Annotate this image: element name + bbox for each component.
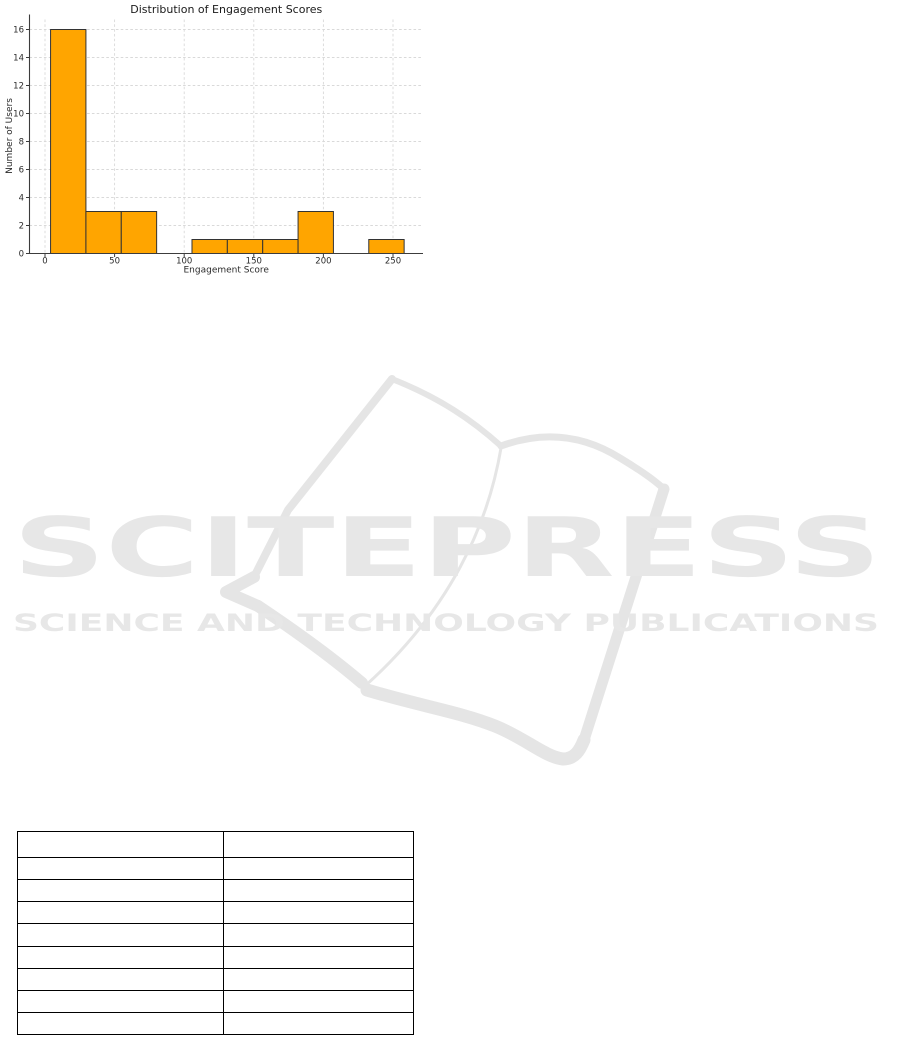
table-cell bbox=[17, 989, 224, 1014]
svg-text:Number of Users: Number of Users bbox=[5, 98, 15, 174]
svg-text:150: 150 bbox=[246, 257, 262, 267]
table-row bbox=[17, 901, 414, 925]
table-cell bbox=[223, 967, 414, 991]
histogram-bar bbox=[368, 239, 405, 254]
svg-text:0: 0 bbox=[42, 257, 47, 267]
svg-text:100: 100 bbox=[176, 257, 192, 267]
watermark-subtitle: SCIENCE AND TECHNOLOGY PUBLICATIONS bbox=[13, 609, 879, 637]
svg-text:0: 0 bbox=[19, 250, 24, 260]
table-cell bbox=[17, 856, 224, 880]
table-row bbox=[17, 923, 414, 947]
table-row bbox=[17, 989, 414, 1014]
svg-text:Distribution of Engagement Sco: Distribution of Engagement Scores bbox=[130, 3, 322, 16]
table-cell bbox=[223, 901, 414, 925]
table-cell bbox=[223, 1012, 414, 1036]
histogram-bar bbox=[262, 239, 299, 254]
table-cell bbox=[17, 878, 224, 903]
svg-text:12: 12 bbox=[13, 82, 24, 92]
histogram-bar bbox=[50, 29, 87, 254]
table-row bbox=[17, 967, 414, 991]
watermark-title: SCITEPRESS bbox=[13, 501, 881, 596]
engagement-score-histogram: 0 50 100 150 200 250 0 2 4 6 8 10 12 14 16 Distribution… bbox=[5, 3, 423, 276]
table-row bbox=[17, 945, 414, 969]
svg-text:14: 14 bbox=[13, 54, 24, 64]
svg-text:2: 2 bbox=[19, 222, 24, 232]
table-cell bbox=[17, 831, 224, 858]
svg-text:6: 6 bbox=[19, 166, 24, 176]
table-row bbox=[17, 856, 414, 880]
table-cell bbox=[223, 989, 414, 1014]
table-cell bbox=[17, 901, 224, 925]
svg-text:4: 4 bbox=[19, 194, 24, 204]
table-row bbox=[17, 878, 414, 903]
table-row bbox=[17, 1012, 414, 1036]
table-cell bbox=[223, 923, 414, 947]
table-cell bbox=[223, 856, 414, 880]
svg-text:16: 16 bbox=[13, 26, 24, 36]
table-row bbox=[17, 831, 414, 858]
open-book-icon bbox=[220, 375, 670, 766]
svg-text:50: 50 bbox=[109, 257, 120, 267]
histogram-bar bbox=[120, 211, 158, 254]
table-cell bbox=[17, 945, 224, 969]
table-cell bbox=[17, 1012, 224, 1036]
svg-text:8: 8 bbox=[19, 138, 24, 148]
histogram-bar bbox=[85, 211, 122, 254]
histogram-bar bbox=[297, 211, 334, 254]
svg-text:10: 10 bbox=[13, 110, 24, 120]
svg-text:250: 250 bbox=[385, 257, 401, 267]
svg-text:Engagement Score: Engagement Score bbox=[184, 266, 270, 276]
results-table bbox=[17, 831, 414, 1036]
svg-text:200: 200 bbox=[315, 257, 331, 267]
table-cell bbox=[223, 831, 414, 858]
results-table-body bbox=[17, 831, 414, 1036]
histogram-bar bbox=[191, 239, 228, 254]
histogram-bar bbox=[226, 239, 264, 254]
table-cell bbox=[223, 945, 414, 969]
table-cell bbox=[17, 967, 224, 991]
table-cell bbox=[223, 878, 414, 903]
table-cell bbox=[17, 923, 224, 947]
